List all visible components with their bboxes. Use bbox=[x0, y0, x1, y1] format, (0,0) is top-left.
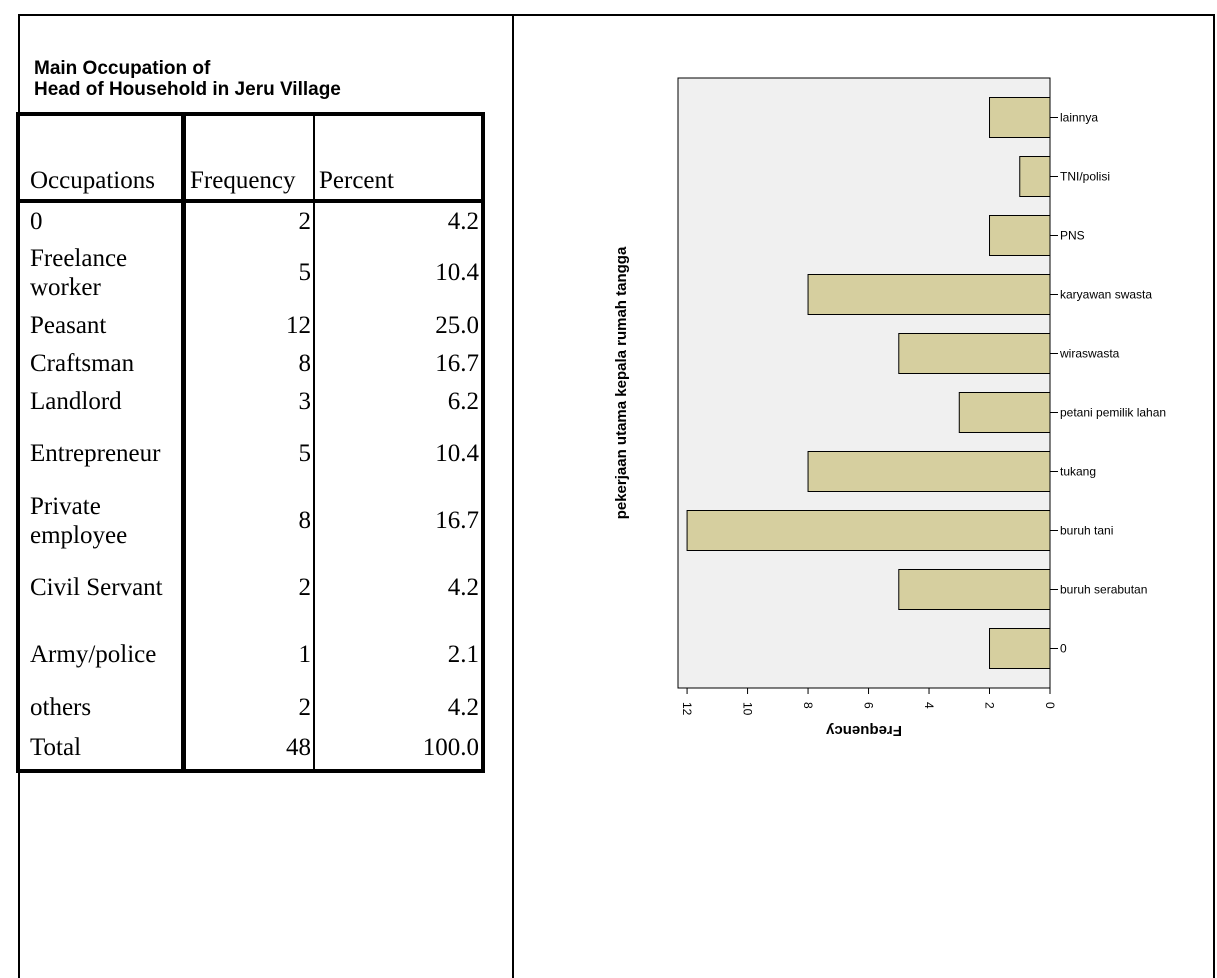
bar-4 bbox=[898, 333, 1051, 374]
table-row: others 2 4.2 bbox=[18, 688, 483, 726]
occupation-cell: Peasant bbox=[18, 306, 186, 344]
frequency-cell: 1 bbox=[183, 621, 315, 688]
frequency-cell: 2 bbox=[183, 201, 315, 239]
x-tick-label-6: 0 bbox=[1043, 702, 1057, 709]
percent-cell: 10.4 bbox=[435, 440, 479, 467]
frequency-cell: 5 bbox=[183, 420, 315, 487]
x-axis-label: Frequency bbox=[825, 722, 902, 739]
x-tick-label-4: 4 bbox=[922, 702, 936, 709]
table-body: 0 2 4.2 Freelance worker 5 10.4 Peasant 12 25.0 C… bbox=[18, 201, 483, 771]
header-percent: Percent bbox=[314, 114, 483, 203]
occupation-cell: Total bbox=[18, 726, 186, 771]
category-label-2: PNS bbox=[1060, 229, 1085, 243]
x-tick-label-0: 12 bbox=[680, 702, 694, 716]
table-row: Freelance worker 5 10.4 bbox=[18, 239, 483, 306]
occupation-cell: Landlord bbox=[18, 382, 186, 420]
frequency-cell: 8 bbox=[183, 487, 315, 554]
table-row: Army/police 1 2.1 bbox=[18, 621, 483, 688]
occupation-cell: Army/police bbox=[18, 621, 186, 688]
occupation-cell: others bbox=[18, 688, 186, 726]
header-frequency: Frequency bbox=[183, 114, 315, 203]
x-tick-label-1: 10 bbox=[741, 702, 755, 716]
percent-cell: 10.4 bbox=[435, 259, 479, 286]
frequency-cell: 5 bbox=[183, 239, 315, 306]
bar-8 bbox=[898, 569, 1051, 610]
table-title-line2: Head of Household in Jeru Village bbox=[34, 79, 341, 100]
frequency-cell: 8 bbox=[183, 344, 315, 382]
table-row: Landlord 3 6.2 bbox=[18, 382, 483, 420]
percent-cell: 4.2 bbox=[447, 207, 479, 235]
occupation-cell: Craftsman bbox=[18, 344, 186, 382]
occupation-cell: Civil Servant bbox=[18, 554, 186, 621]
percent-cell: 6.2 bbox=[447, 387, 479, 415]
frequency-bar-chart: lainnya TNI/polisi PNS karyawan swasta wiras… bbox=[613, 77, 1166, 739]
category-label-3: karyawan swasta bbox=[1060, 288, 1152, 302]
frequency-table: Occupations Frequency Percent 0 2 4.2 Freel… bbox=[16, 112, 485, 773]
table-title: Main Occupation of Head of Household in … bbox=[34, 58, 341, 100]
frequency-cell: 2 bbox=[183, 554, 315, 621]
table-row: Total 48 100.0 bbox=[18, 726, 483, 771]
occupation-cell: Entrepreneur bbox=[18, 420, 186, 487]
category-label-7: buruh tani bbox=[1060, 524, 1113, 538]
category-label-1: TNI/polisi bbox=[1060, 170, 1110, 184]
x-tick-label-3: 6 bbox=[862, 702, 876, 709]
category-label-4: wiraswasta bbox=[1059, 347, 1120, 361]
occupation-cell: Freelance worker bbox=[18, 239, 186, 306]
frequency-cell: 3 bbox=[183, 382, 315, 420]
y-axis-label: pekerjaan utama kepala rumah tangga bbox=[613, 246, 630, 519]
bar-7 bbox=[686, 510, 1051, 551]
table-header-row: Occupations Frequency Percent bbox=[18, 114, 483, 203]
percent-cell: 2.1 bbox=[447, 641, 479, 668]
category-label-0: lainnya bbox=[1060, 111, 1098, 125]
x-tick-label-5: 2 bbox=[983, 702, 997, 709]
x-tick-label-2: 8 bbox=[801, 702, 815, 709]
table-row: Entrepreneur 5 10.4 bbox=[18, 420, 483, 487]
table-row: Civil Servant 2 4.2 bbox=[18, 554, 483, 621]
percent-cell: 100.0 bbox=[422, 734, 479, 761]
bar-3 bbox=[807, 274, 1051, 315]
occupation-cell: Private employee bbox=[18, 487, 186, 554]
table-title-line1: Main Occupation of bbox=[34, 58, 211, 79]
category-label-8: buruh serabutan bbox=[1060, 583, 1147, 597]
bar-5 bbox=[958, 392, 1051, 433]
occupation-cell: 0 bbox=[18, 201, 186, 239]
bar-6 bbox=[807, 451, 1051, 492]
percent-cell: 16.7 bbox=[435, 507, 479, 534]
bar-0 bbox=[989, 97, 1051, 138]
table-row: Private employee 8 16.7 bbox=[18, 487, 483, 554]
percent-cell: 16.7 bbox=[435, 349, 479, 377]
percent-cell: 4.2 bbox=[447, 693, 479, 721]
category-label-5: petani pemilik lahan bbox=[1060, 406, 1166, 420]
bar-9 bbox=[989, 628, 1051, 669]
header-occupations: Occupations bbox=[18, 114, 186, 203]
percent-cell: 4.2 bbox=[447, 574, 479, 601]
table-row: Craftsman 8 16.7 bbox=[18, 344, 483, 382]
chart-layer: lainnya TNI/polisi PNS karyawan swasta wiras… bbox=[613, 77, 1166, 739]
frequency-cell: 48 bbox=[183, 726, 315, 771]
category-label-6: tukang bbox=[1060, 465, 1096, 479]
percent-cell: 25.0 bbox=[435, 311, 479, 339]
bar-1 bbox=[1019, 156, 1051, 197]
category-label-9: 0 bbox=[1060, 642, 1067, 656]
bar-2 bbox=[989, 215, 1051, 256]
column-divider bbox=[512, 14, 514, 978]
frequency-cell: 12 bbox=[183, 306, 315, 344]
frequency-cell: 2 bbox=[183, 688, 315, 726]
table-row: Peasant 12 25.0 bbox=[18, 306, 483, 344]
table-row: 0 2 4.2 bbox=[18, 201, 483, 239]
